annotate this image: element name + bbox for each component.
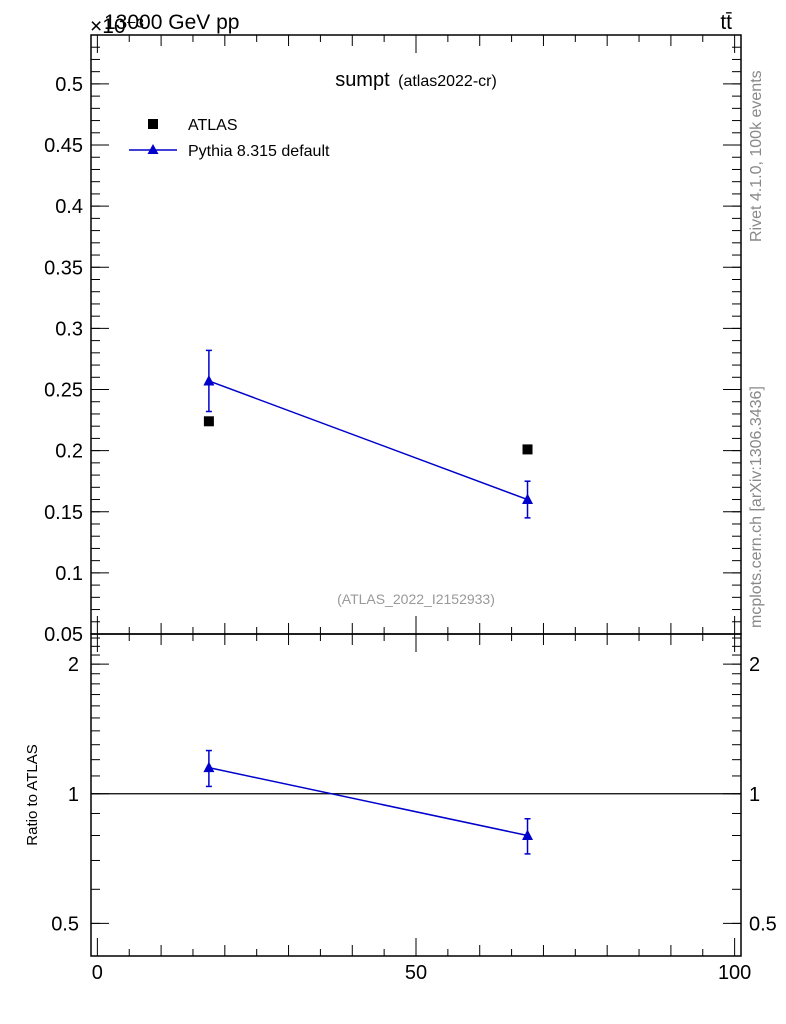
main-y-ticks: 0.05 0.1 0.15 0.2 0.25 0.3 0.35 0.4 0.45 0.5 <box>44 34 741 646</box>
ratio-plot-frame <box>90 633 742 957</box>
ratio-series <box>203 749 534 855</box>
mcplots-label: mcplots.cern.ch [arXiv:1306.3436] <box>748 386 765 628</box>
ratio-ylabel: Ratio to ATLAS <box>24 744 41 845</box>
ratio-y-tick-label-right: 2 <box>749 654 760 676</box>
x-tick-label: 50 <box>405 962 427 984</box>
atlas-data-point <box>522 444 533 455</box>
chart-title: sumpt (atlas2022-cr) <box>335 69 497 91</box>
main-y-tick-label: 0.5 <box>55 74 83 96</box>
x-tick-label: 0 <box>92 962 103 984</box>
main-y-tick-label: 0.15 <box>44 502 83 524</box>
main-y-tick-label: 0.3 <box>55 318 83 340</box>
chart-title-sub: (atlas2022-cr) <box>398 73 497 90</box>
main-series <box>203 349 534 519</box>
ratio-y-tick-label: 2 <box>68 654 79 676</box>
x-ticks: 0 50 100 <box>92 35 751 984</box>
legend: ATLAS Pythia 8.315 default <box>129 117 330 160</box>
analysis-id: (ATLAS_2022_I2152933) <box>337 591 495 607</box>
legend-pythia-label: Pythia 8.315 default <box>188 143 330 160</box>
main-y-tick-label: 0.25 <box>44 380 83 402</box>
main-y-tick-label: 0.45 <box>44 135 83 157</box>
main-y-tick-label: 0.35 <box>44 257 83 279</box>
main-y-tick-label: 0.05 <box>44 624 83 646</box>
ratio-y-tick-label-right: 1 <box>749 784 760 806</box>
x-tick-label: 100 <box>718 962 751 984</box>
legend-pythia-marker <box>147 144 159 154</box>
rivet-label: Rivet 4.1.0, 100k events <box>748 70 765 242</box>
legend-atlas-marker <box>148 119 158 129</box>
main-y-tick-label: 0.1 <box>55 563 83 585</box>
atlas-data-point <box>203 416 214 427</box>
chart-title-main: sumpt <box>335 69 390 91</box>
ratio-pythia-point <box>203 761 215 773</box>
ratio-y-tick-label: 1 <box>68 784 79 806</box>
ratio-pythia-point <box>522 829 534 841</box>
pythia-data-point <box>203 374 215 386</box>
exponent-label: ×10⁻³ <box>90 15 144 38</box>
process-label: tt̄ <box>720 11 732 34</box>
ratio-y-ticks: 0.5 0.5 1 1 2 2 <box>51 637 777 935</box>
energy-label: 13000 GeV pp <box>104 11 239 34</box>
pythia-data-point <box>522 493 534 505</box>
legend-atlas-label: ATLAS <box>188 117 238 134</box>
main-y-tick-label: 0.4 <box>55 196 83 218</box>
pythia-line <box>208 380 528 501</box>
ratio-y-tick-label: 0.5 <box>51 913 79 935</box>
ratio-pythia-line <box>208 766 528 837</box>
ratio-y-tick-label-right: 0.5 <box>749 913 777 935</box>
main-y-tick-label: 0.2 <box>55 441 83 463</box>
